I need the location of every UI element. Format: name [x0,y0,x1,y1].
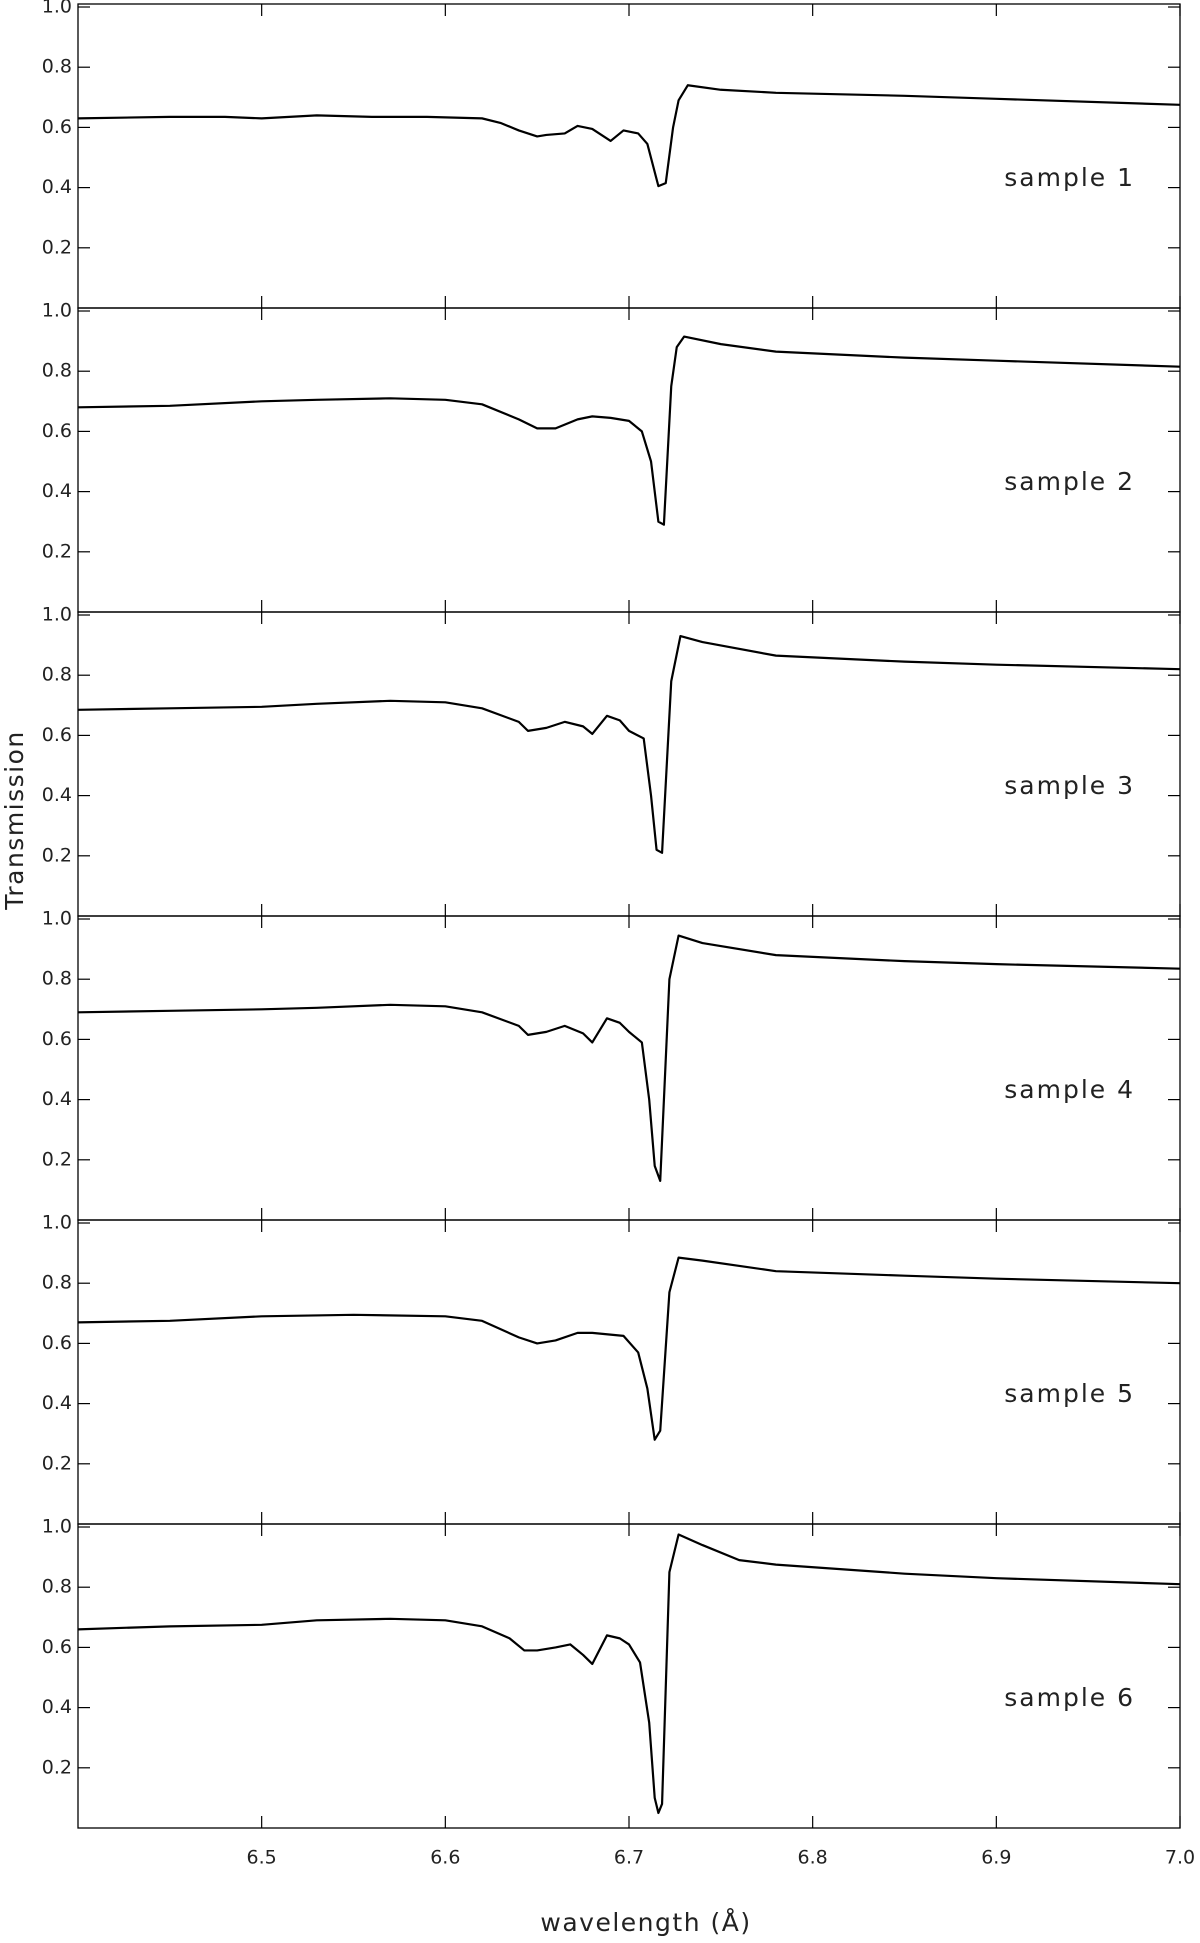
y-tick-label: 0.4 [42,1696,72,1718]
y-tick-label: 1.0 [42,604,72,626]
y-tick-label: 0.8 [42,56,72,78]
y-tick-label: 0.2 [42,236,72,258]
y-tick-label: 0.2 [42,1452,72,1474]
y-tick-label: 0.4 [42,176,72,198]
y-tick-label: 0.4 [42,1392,72,1414]
panel-frame [77,307,1181,613]
x-tick-label: 6.5 [247,1847,277,1869]
y-tick-label: 1.0 [42,1212,72,1234]
y-axis-label: Transmission [0,730,29,911]
y-tick-label: 0.4 [42,784,72,806]
y-tick-label: 0.6 [42,420,72,442]
y-tick-label: 0.8 [42,968,72,990]
y-tick-label: 0.2 [42,1756,72,1778]
y-tick-label: 0.8 [42,1576,72,1598]
x-tick-label: 6.8 [798,1847,828,1869]
x-tick-label: 6.9 [981,1847,1011,1869]
spectrum-line [77,335,1181,526]
sample-label: sample 2 [1004,467,1135,496]
y-tick-label: 0.8 [42,1272,72,1294]
y-tick-label: 0.6 [42,1028,72,1050]
y-tick-label: 0.2 [42,540,72,562]
y-tick-label: 1.0 [42,0,72,18]
y-tick-label: 0.4 [42,480,72,502]
y-tick-label: 0.2 [42,844,72,866]
spectrum-line [77,84,1181,188]
y-tick-label: 0.6 [42,1332,72,1354]
panel-frame [77,3,1181,309]
spectrum-line [77,634,1181,854]
panel-frame [77,1523,1181,1829]
spectrum-line [77,934,1181,1182]
y-tick-label: 1.0 [42,1516,72,1538]
sample-label: sample 3 [1004,771,1135,800]
x-tick-label: 7.0 [1165,1847,1195,1869]
panel-frame [77,915,1181,1221]
sample-label: sample 1 [1004,163,1135,192]
x-tick-label: 6.7 [614,1847,644,1869]
y-tick-label: 1.0 [42,300,72,322]
panel-frame [77,611,1181,917]
y-tick-label: 0.2 [42,1148,72,1170]
y-tick-label: 0.6 [42,1636,72,1658]
sample-label: sample 6 [1004,1683,1135,1712]
sample-label: sample 4 [1004,1075,1135,1104]
spectrum-line [77,1533,1181,1815]
y-tick-label: 0.8 [42,360,72,382]
y-tick-label: 0.8 [42,664,72,686]
spectrum-line [77,1256,1181,1441]
y-tick-label: 0.6 [42,116,72,138]
sample-label: sample 5 [1004,1379,1135,1408]
x-axis-label: wavelength (Å) [540,1908,751,1937]
y-tick-label: 0.6 [42,724,72,746]
y-tick-label: 1.0 [42,908,72,930]
x-tick-label: 6.6 [430,1847,460,1869]
panel-frame [77,1219,1181,1525]
y-tick-label: 0.4 [42,1088,72,1110]
